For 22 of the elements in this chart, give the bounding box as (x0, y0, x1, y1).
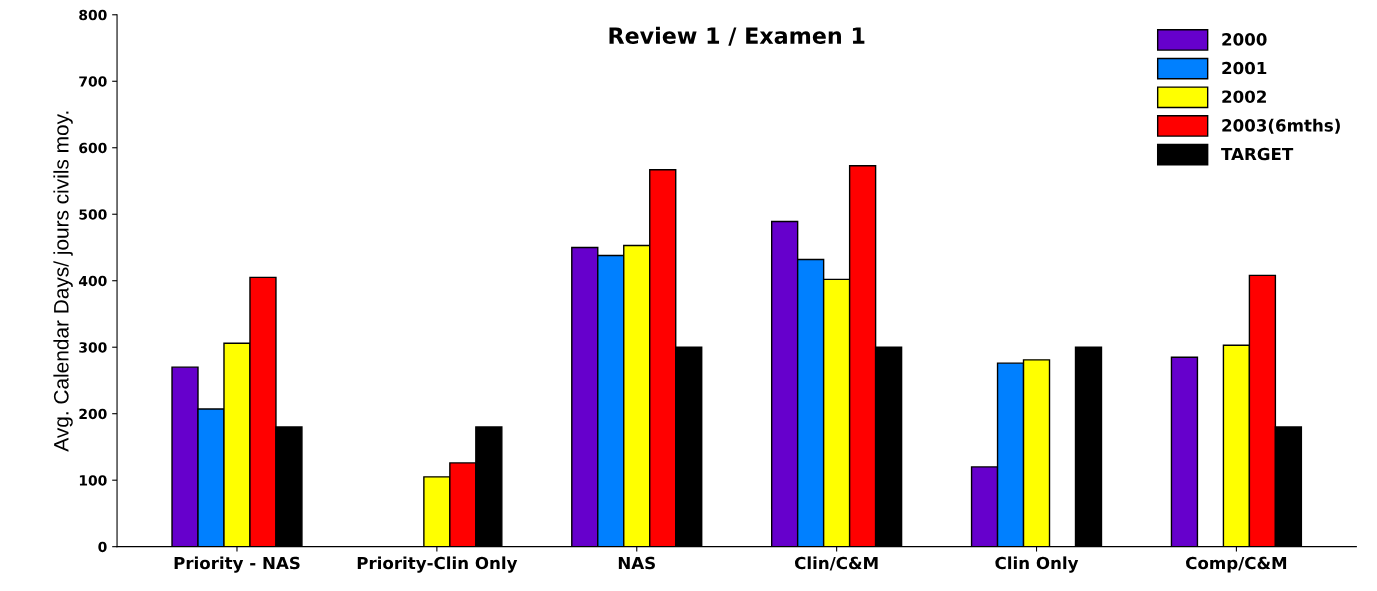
x-tick-label: Clin/C&M (794, 556, 878, 571)
y-tick-label: 700 (79, 76, 107, 87)
x-tick-label: Priority-Clin Only (357, 556, 518, 573)
y-tick-label: 800 (79, 9, 107, 21)
legend-label: 2001 (1222, 61, 1267, 75)
y-tick-label: 600 (79, 142, 107, 154)
x-tick-label: Comp/C&M (1186, 556, 1287, 573)
y-tick-label: 500 (79, 209, 107, 220)
x-tick-label: NAS (618, 556, 655, 570)
x-tick-label: Priority - NAS (174, 556, 300, 573)
y-tick-label: 100 (79, 475, 107, 486)
x-tick-label: Clin Only (995, 556, 1079, 573)
y-axis-title: Avg. Calendar Days/ jours civils moy. (53, 111, 73, 452)
legend-label: 2000 (1222, 33, 1267, 46)
legend-label: 2003(6mths) (1222, 118, 1340, 134)
legend-label: 2002 (1222, 90, 1266, 104)
chart-title: Review 1 / Examen 1 (609, 26, 865, 46)
y-tick-label: 400 (78, 275, 107, 287)
y-tick-label: 300 (79, 342, 107, 353)
legend-label: TARGET (1221, 147, 1294, 161)
y-tick-label: 0 (98, 541, 107, 553)
y-tick-label: 200 (79, 408, 107, 420)
